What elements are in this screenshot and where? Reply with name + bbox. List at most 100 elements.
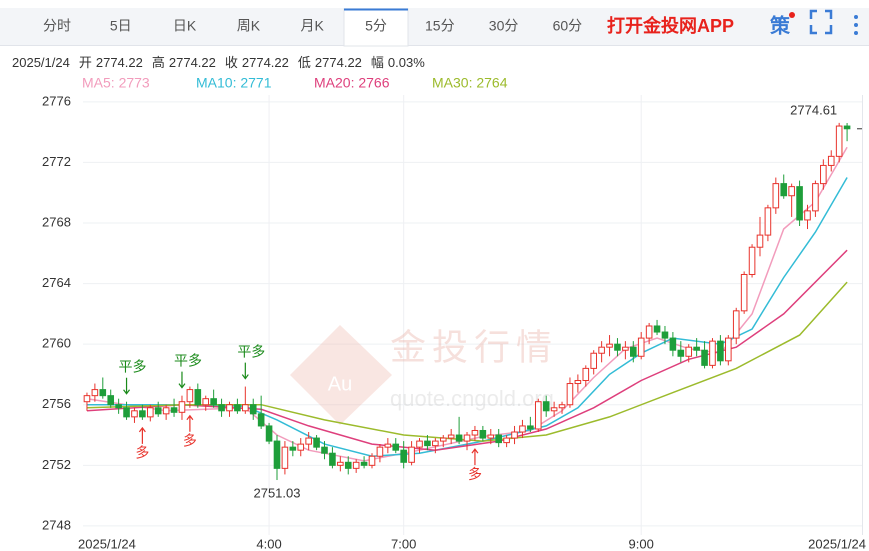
candle-body bbox=[629, 346, 637, 357]
signal-label: 多 bbox=[468, 466, 482, 482]
candle-body bbox=[352, 461, 360, 469]
candle-body bbox=[455, 434, 463, 442]
candle-body bbox=[194, 389, 202, 406]
candle-body bbox=[210, 398, 217, 406]
candle-body bbox=[265, 425, 273, 442]
candle-body bbox=[606, 343, 613, 348]
candle-body bbox=[582, 367, 590, 382]
candle-body bbox=[139, 410, 146, 418]
candle-body bbox=[249, 404, 257, 415]
candle-body bbox=[447, 434, 455, 439]
info-value: 2774.22 bbox=[169, 55, 216, 70]
legend-entry: MA10: 2771 bbox=[196, 75, 272, 91]
candle-body bbox=[653, 325, 661, 333]
fullscreen-icon[interactable] bbox=[809, 9, 833, 35]
candle-body bbox=[416, 440, 423, 448]
candle-body bbox=[796, 186, 803, 221]
signal-label: 平多 bbox=[174, 352, 202, 368]
candle-body bbox=[511, 431, 518, 439]
info-label: 低 bbox=[298, 55, 311, 70]
candle-body bbox=[685, 346, 693, 357]
candle-body bbox=[234, 404, 241, 412]
info-value: 0.03% bbox=[388, 55, 425, 70]
candle-body bbox=[827, 155, 835, 166]
candle-body bbox=[170, 407, 178, 413]
tab[interactable]: 周K bbox=[237, 18, 261, 34]
promo[interactable]: 打开金投网APP bbox=[607, 15, 734, 36]
x-tick-label: 2025/1/24 bbox=[808, 536, 866, 551]
info-label: 幅 bbox=[371, 55, 384, 70]
candle-body bbox=[725, 337, 732, 362]
tab[interactable]: 月K bbox=[301, 18, 325, 34]
candle-body bbox=[289, 446, 297, 451]
candle-body bbox=[669, 337, 677, 351]
tab[interactable]: 分时 bbox=[43, 18, 71, 34]
info-value: 2774.22 bbox=[242, 55, 289, 70]
candle-body bbox=[614, 343, 621, 351]
tab[interactable]: 5分 bbox=[365, 18, 387, 34]
candle-body bbox=[558, 404, 566, 409]
watermark: Au 金投行情 quote.cngold.org bbox=[290, 325, 558, 425]
candle-body bbox=[242, 404, 249, 412]
strategy[interactable]: 策 bbox=[770, 13, 791, 37]
y-tick-label: 2752 bbox=[42, 457, 71, 472]
info-bar: 2025/1/24 开 2774.22 高 2774.22 收 2774.22 低 2774.2… bbox=[12, 55, 425, 70]
candle-body bbox=[566, 383, 574, 406]
tab[interactable]: 5日 bbox=[110, 18, 132, 34]
tab-bar bbox=[0, 8, 869, 46]
candle-body bbox=[780, 183, 788, 197]
tab[interactable]: 30分 bbox=[489, 18, 519, 34]
candle-body bbox=[83, 395, 91, 403]
candle-body bbox=[709, 340, 716, 366]
candle-body bbox=[329, 452, 336, 466]
candle-body bbox=[368, 455, 376, 466]
watermark-brand: 金投行情 bbox=[390, 327, 558, 368]
ma-line bbox=[86, 146, 848, 462]
candle-body bbox=[479, 429, 487, 439]
candle-body bbox=[542, 401, 550, 412]
active-tab bbox=[343, 8, 409, 47]
candle-body bbox=[400, 449, 407, 463]
candle-body bbox=[115, 404, 122, 409]
signal-label: 平多 bbox=[119, 358, 147, 374]
candle-body bbox=[748, 246, 756, 275]
tab[interactable]: 15分 bbox=[425, 18, 455, 34]
info-label: 高 bbox=[152, 55, 165, 70]
candle-body bbox=[717, 340, 724, 362]
candle-body bbox=[384, 443, 392, 448]
legend-entry: MA20: 2766 bbox=[314, 75, 390, 91]
candle-body bbox=[408, 446, 415, 463]
signal-arrow bbox=[186, 414, 194, 432]
info-date: 2025/1/24 bbox=[12, 55, 70, 70]
candle-body bbox=[186, 389, 194, 403]
signal-arrow bbox=[138, 426, 146, 444]
low-label: 2751.03 bbox=[253, 485, 300, 500]
signal-arrow bbox=[123, 377, 131, 395]
more-icon[interactable] bbox=[854, 15, 858, 35]
candle-body bbox=[661, 331, 669, 339]
candle-body bbox=[843, 125, 851, 130]
candle-body bbox=[637, 337, 645, 357]
tab[interactable]: 60分 bbox=[553, 18, 583, 34]
y-tick-label: 2756 bbox=[42, 396, 71, 411]
signal-arrow bbox=[178, 371, 186, 389]
candle-body bbox=[439, 437, 447, 442]
info-label: 收 bbox=[225, 55, 238, 70]
candle-body bbox=[756, 234, 764, 248]
tab[interactable]: 日K bbox=[173, 18, 197, 34]
candle-body bbox=[812, 183, 819, 212]
x-tick-label: 7:00 bbox=[391, 536, 416, 551]
candle-body bbox=[503, 437, 510, 444]
legend-entry: MA5: 2773 bbox=[82, 75, 150, 91]
y-tick-label: 2768 bbox=[42, 214, 71, 229]
candle-body bbox=[590, 352, 598, 369]
candle-body bbox=[820, 164, 827, 185]
y-tick-label: 2776 bbox=[42, 93, 71, 108]
watermark-logo bbox=[290, 325, 392, 425]
candle-body bbox=[392, 443, 400, 451]
candle-body bbox=[257, 413, 265, 427]
candle-body bbox=[764, 207, 772, 236]
candle-body bbox=[178, 401, 186, 413]
